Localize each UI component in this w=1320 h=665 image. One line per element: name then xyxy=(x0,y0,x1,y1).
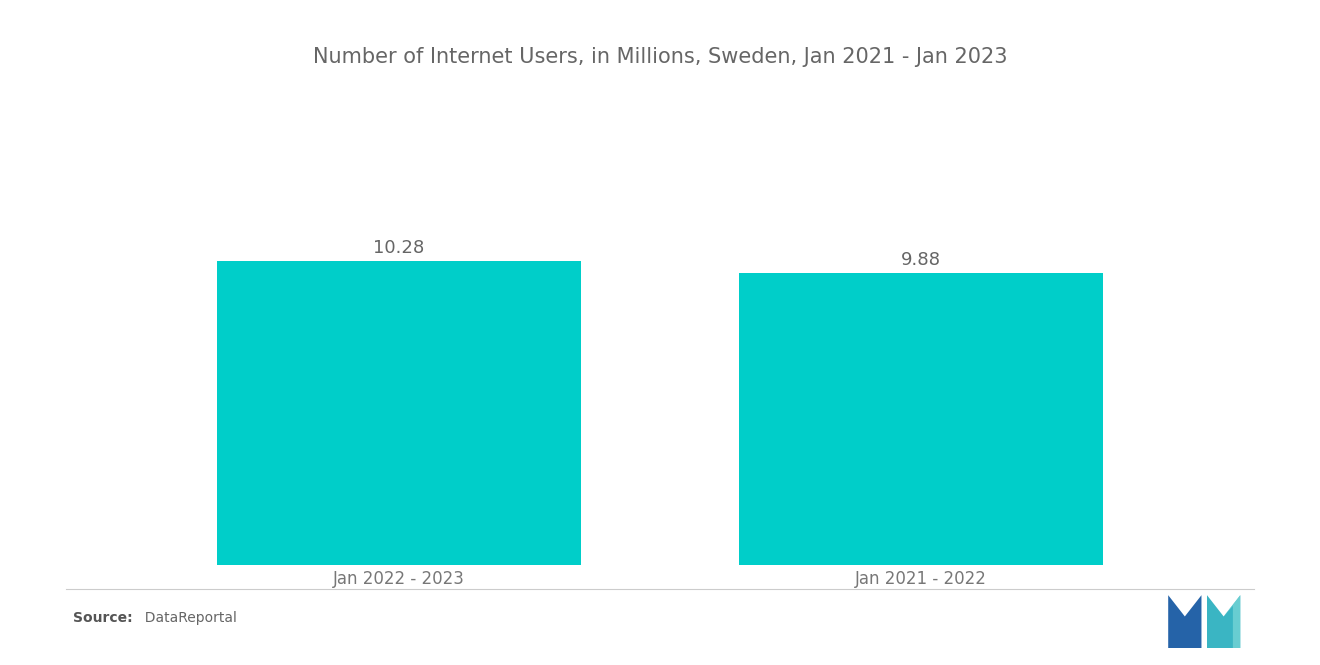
Polygon shape xyxy=(1224,595,1241,648)
Text: Number of Internet Users, in Millions, Sweden, Jan 2021 - Jan 2023: Number of Internet Users, in Millions, S… xyxy=(313,47,1007,66)
Polygon shape xyxy=(1206,595,1241,648)
Text: DataReportal: DataReportal xyxy=(136,611,236,626)
Bar xyxy=(218,261,581,565)
Text: 10.28: 10.28 xyxy=(374,239,425,257)
Polygon shape xyxy=(1168,595,1201,648)
Text: Source:: Source: xyxy=(73,611,132,626)
Bar xyxy=(739,273,1102,565)
Text: 9.88: 9.88 xyxy=(902,251,941,269)
